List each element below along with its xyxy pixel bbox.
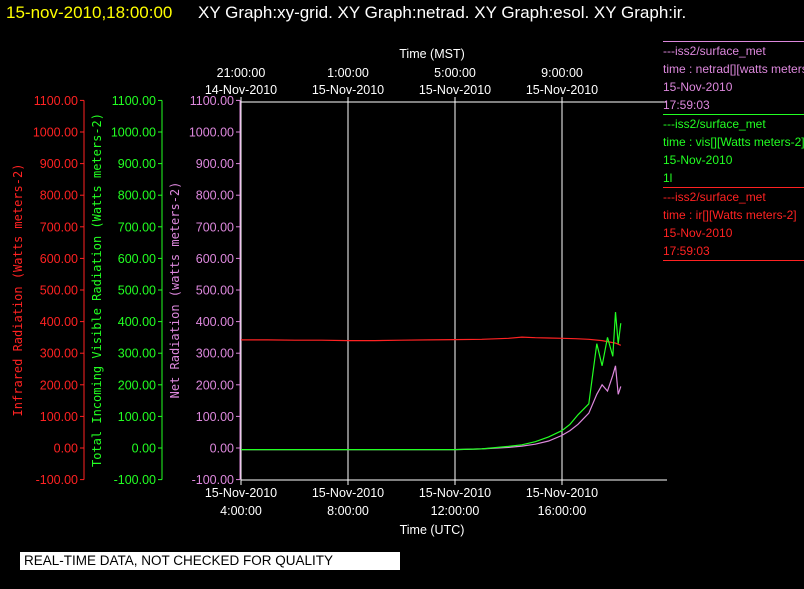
quality-notice: REAL-TIME DATA, NOT CHECKED FOR QUALITY bbox=[20, 552, 400, 570]
y-tick-label: 1000.00 bbox=[111, 126, 156, 140]
legend-time: 17:59:03 bbox=[663, 98, 710, 112]
y-tick-label: 400.00 bbox=[196, 315, 234, 329]
x2-tick-label-time: 9:00:00 bbox=[541, 66, 583, 80]
legend-date: 15-Nov-2010 bbox=[663, 226, 733, 240]
legend-item-ir: ---iss2/surface_met time : ir[][Watts me… bbox=[663, 187, 804, 261]
legend-item-netrad: ---iss2/surface_met time : netrad[][watt… bbox=[663, 41, 804, 114]
x2-tick-label-date: 15-Nov-2010 bbox=[312, 83, 384, 97]
x2-tick-label-time: 5:00:00 bbox=[434, 66, 476, 80]
y-tick-label: 1000.00 bbox=[33, 126, 78, 140]
y-tick-label: 600.00 bbox=[196, 252, 234, 266]
y-tick-label: -100.00 bbox=[192, 473, 234, 487]
y-tick-label: 300.00 bbox=[40, 347, 78, 361]
legend: ---iss2/surface_met time : netrad[][watt… bbox=[663, 41, 804, 261]
y-tick-label: 600.00 bbox=[40, 252, 78, 266]
y-tick-label: 500.00 bbox=[196, 284, 234, 298]
x-tick-label-time: 4:00:00 bbox=[220, 504, 262, 518]
x2-tick-label-time: 21:00:00 bbox=[217, 66, 266, 80]
x2-tick-label-date: 14-Nov-2010 bbox=[205, 83, 277, 97]
y-axis-title: Net Radiation (watts meters-2) bbox=[168, 182, 182, 399]
y-tick-label: -100.00 bbox=[36, 473, 78, 487]
y-tick-label: 800.00 bbox=[118, 189, 156, 203]
x2-tick-label-date: 15-Nov-2010 bbox=[526, 83, 598, 97]
legend-source: ---iss2/surface_met bbox=[663, 117, 766, 131]
y-tick-label: 100.00 bbox=[196, 410, 234, 424]
y-tick-label: 100.00 bbox=[40, 410, 78, 424]
y-tick-label: 800.00 bbox=[40, 189, 78, 203]
legend-source: ---iss2/surface_met bbox=[663, 44, 766, 58]
x2-tick-label-date: 15-Nov-2010 bbox=[419, 83, 491, 97]
y-axis-title: Total Incoming Visible Radiation (Watts … bbox=[90, 113, 104, 467]
y-tick-label: 700.00 bbox=[118, 220, 156, 234]
series-line-ir bbox=[241, 336, 622, 346]
header-title: XY Graph:xy-grid. XY Graph:netrad. XY Gr… bbox=[198, 3, 687, 22]
legend-variable: time : ir[][Watts meters-2] bbox=[663, 208, 797, 222]
y-tick-label: 700.00 bbox=[40, 220, 78, 234]
x-tick-label-date: 15-Nov-2010 bbox=[526, 486, 598, 500]
y-tick-label: 1100.00 bbox=[190, 94, 234, 108]
x2-tick-label-time: 1:00:00 bbox=[327, 66, 369, 80]
legend-item-vis: ---iss2/surface_met time : vis[][Watts m… bbox=[663, 114, 804, 187]
legend-date: 15-Nov-2010 bbox=[663, 153, 733, 167]
legend-time: 1l bbox=[663, 171, 673, 185]
y-tick-label: 400.00 bbox=[40, 315, 78, 329]
y-tick-label: 0.00 bbox=[210, 442, 234, 456]
y-tick-label: 1000.00 bbox=[189, 126, 234, 140]
y-tick-label: -100.00 bbox=[114, 473, 156, 487]
y-tick-label: 1100.00 bbox=[112, 94, 156, 108]
y-tick-label: 500.00 bbox=[40, 284, 78, 298]
y-tick-label: 200.00 bbox=[118, 378, 156, 392]
x-tick-label-date: 15-Nov-2010 bbox=[205, 486, 277, 500]
legend-time: 17:59:03 bbox=[663, 244, 710, 258]
y-tick-label: 1100.00 bbox=[34, 94, 78, 108]
y-tick-label: 300.00 bbox=[118, 347, 156, 361]
x-tick-label-date: 15-Nov-2010 bbox=[419, 486, 491, 500]
series-line-vis bbox=[241, 312, 622, 451]
y-tick-label: 600.00 bbox=[118, 252, 156, 266]
y-tick-label: 100.00 bbox=[118, 410, 156, 424]
y-tick-label: 200.00 bbox=[196, 378, 234, 392]
y-axis-title: Infrared Radiation (Watts meters-2) bbox=[11, 164, 25, 417]
y-tick-label: 800.00 bbox=[196, 189, 234, 203]
y-tick-label: 900.00 bbox=[40, 157, 78, 171]
x2-axis-label: Time (MST) bbox=[399, 47, 465, 61]
x-tick-label-time: 8:00:00 bbox=[327, 504, 369, 518]
x-tick-label-time: 12:00:00 bbox=[431, 504, 480, 518]
x-axis-label: Time (UTC) bbox=[400, 523, 465, 537]
x-tick-label-time: 16:00:00 bbox=[538, 504, 587, 518]
y-tick-label: 0.00 bbox=[54, 442, 78, 456]
y-tick-label: 400.00 bbox=[118, 315, 156, 329]
x-tick-label-date: 15-Nov-2010 bbox=[312, 486, 384, 500]
y-tick-label: 900.00 bbox=[118, 157, 156, 171]
legend-variable: time : vis[][Watts meters-2] bbox=[663, 135, 804, 149]
y-tick-label: 900.00 bbox=[196, 157, 234, 171]
legend-date: 15-Nov-2010 bbox=[663, 80, 733, 94]
y-tick-label: 0.00 bbox=[132, 442, 156, 456]
series-line-netrad bbox=[241, 365, 622, 451]
y-tick-label: 200.00 bbox=[40, 378, 78, 392]
y-tick-label: 500.00 bbox=[118, 284, 156, 298]
header-timestamp: 15-nov-2010,18:00:00 bbox=[6, 3, 173, 22]
legend-source: ---iss2/surface_met bbox=[663, 190, 766, 204]
y-tick-label: 300.00 bbox=[196, 347, 234, 361]
y-tick-label: 700.00 bbox=[196, 220, 234, 234]
legend-variable: time : netrad[][watts meters-2] bbox=[663, 62, 804, 76]
